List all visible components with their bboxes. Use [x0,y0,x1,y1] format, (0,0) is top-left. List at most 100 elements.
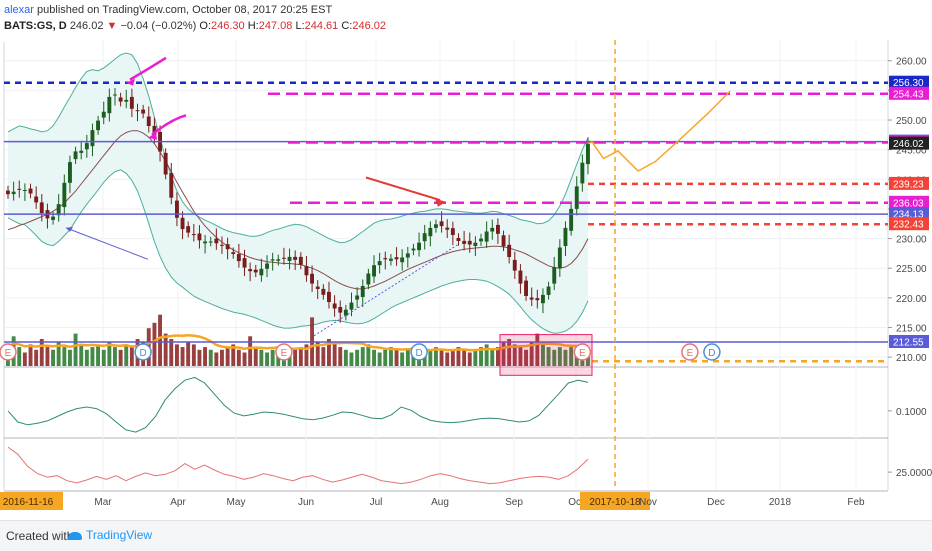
bollinger-upper-line [7,52,589,244]
volume-bar [253,347,258,366]
candle-body [259,268,264,276]
candle-body [79,150,84,153]
price-axis[interactable]: 260.00255.00250.00245.00240.00235.00230.… [888,57,929,364]
price-tick-label: 250.00 [896,116,927,127]
candle-body [529,297,534,300]
candle-body [225,244,230,250]
candle-body [400,257,405,263]
projection-path[interactable] [587,90,731,172]
bollinger-lower-line [7,169,589,334]
dotted-trendline[interactable] [313,244,459,337]
upper-indicator-pane: 0.1000 [7,376,927,433]
candle-body [152,125,157,135]
volume-bar [338,347,343,366]
candle-body [394,257,399,260]
event-marker-e[interactable] [275,343,293,361]
candle-body [422,233,427,242]
price-change: −0.04 (−0.02%) [120,20,197,32]
candle-body [557,247,562,269]
red-arrow-line[interactable] [365,176,441,201]
volume-bar [107,341,112,366]
volume-bar [197,349,202,366]
candle-body [17,188,22,190]
candle-body [580,162,585,184]
candle-body [208,241,213,243]
candle-body [473,242,478,246]
candle-body [287,256,292,261]
price-tick-label: 225.00 [896,264,927,275]
low-label: L: [295,20,305,32]
volume-bar [389,347,393,366]
volume-bar [84,349,89,366]
event-markers: E D E D E DE [0,343,721,361]
candle-body [22,190,27,191]
event-marker-d[interactable] [410,343,428,361]
volume-bar [456,347,461,366]
low-value: 244.61 [304,20,339,32]
candle-body [39,202,44,214]
magenta-arrow[interactable] [151,114,187,136]
volume-bar [366,344,371,366]
volume-bar [321,347,326,366]
time-axis[interactable]: 2016-11-16 Mar Apr May Jun Jul Aug Sep Oct 2017-1… [0,492,865,510]
volume-bar [208,349,213,366]
red-arrow-head-icon [435,198,446,207]
event-marker-e[interactable] [573,343,592,361]
volume-bar [259,349,264,366]
magenta-arrow-head-icon [126,78,135,86]
magenta-arrow[interactable] [129,56,167,81]
candle-body [73,151,78,160]
event-marker-d[interactable] [134,343,152,361]
candle-body [569,208,574,231]
candle-body [490,227,495,232]
time-tick-label: Dec [707,497,725,508]
volume-bar [270,349,275,366]
candle-body [236,254,241,262]
volume-bar [62,347,67,366]
price-label-box [889,136,929,150]
event-marker-d[interactable] [703,343,721,361]
price-label-box [889,176,929,190]
tradingview-brand[interactable]: TradingView [68,528,152,542]
volume-bar [191,344,196,366]
candle-body [107,96,112,114]
volume-bar [445,352,450,366]
time-tick-label: Mar [94,497,112,508]
time-tick-label: Aug [431,497,449,508]
volume-bar [186,341,191,366]
event-marker-letter: D [415,348,422,359]
bollinger-bands [7,52,589,334]
volume-bar [17,347,22,366]
candle-body [191,234,196,236]
volume-bar [34,349,39,366]
event-marker-e[interactable] [681,343,699,361]
candle-body [338,307,343,313]
last-price: 246.02 [69,20,104,32]
footer-bar: Created with TradingView [0,520,932,551]
volume-bar [518,347,523,366]
lower-indicator-pane: 25.0000 [7,446,932,485]
price-label-box [889,335,929,348]
candle-body [563,227,568,246]
volume-bar [467,352,472,366]
volume-bar [101,349,106,366]
arrow-line[interactable] [65,227,149,260]
candle-body [372,265,376,277]
time-label-box [580,492,650,510]
price-label-box [889,217,929,231]
symbol-label[interactable]: BATS:GS, D [4,20,67,32]
volume-bar [524,349,528,366]
candle-body [253,269,258,273]
volume-bar [355,349,360,366]
magenta-arrow-head-icon [148,132,157,140]
candle-body [405,253,410,258]
volume-bar [129,347,134,366]
candle-body [327,291,331,302]
event-marker-letter: D [139,348,146,359]
event-marker-e[interactable] [0,343,17,361]
author-link[interactable]: alexar [4,4,34,16]
volume-bar [422,352,427,366]
price-label: 246.02 [893,139,924,150]
candle-body [377,261,382,266]
